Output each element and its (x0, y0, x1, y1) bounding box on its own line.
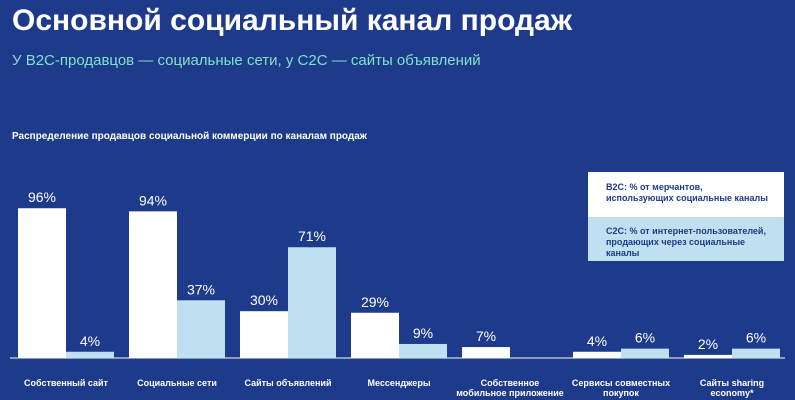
category-label-3: Мессенджеры (368, 378, 431, 388)
legend-item-b2c: B2C: % от мерчантов, использующих социал… (588, 172, 784, 217)
data-label-b2c-2: 30% (250, 292, 278, 308)
data-label-c2c-0: 4% (80, 333, 100, 349)
bar-c2c-0 (66, 351, 114, 358)
legend: B2C: % от мерчантов, использующих социал… (588, 172, 784, 261)
data-label-b2c-0: 96% (28, 189, 56, 205)
data-label-b2c-3: 29% (361, 294, 389, 310)
page-subtitle: У B2C-продавцов — социальные сети, у C2C… (12, 52, 481, 69)
chart-title: Распределение продавцов социальной комме… (12, 131, 367, 142)
bar-c2c-2 (288, 247, 336, 358)
bar-b2c-4 (462, 347, 510, 358)
data-label-b2c-1: 94% (139, 192, 167, 208)
data-label-c2c-5: 6% (635, 330, 655, 346)
page-title: Основной социальный канал продаж (12, 4, 572, 37)
data-label-c2c-6: 6% (746, 330, 766, 346)
bar-c2c-3 (399, 343, 447, 358)
legend-item-c2c: C2C: % от интернет-пользователей, продаю… (588, 217, 784, 261)
bar-c2c-5 (621, 348, 669, 358)
data-label-c2c-2: 71% (298, 228, 326, 244)
bar-b2c-3 (351, 312, 399, 358)
bar-b2c-2 (240, 311, 288, 358)
data-label-b2c-6: 2% (698, 336, 718, 352)
data-label-b2c-5: 4% (587, 333, 607, 349)
category-label-6: Сайты sharing economy* (700, 378, 764, 398)
bar-c2c-1 (177, 300, 225, 358)
data-label-b2c-4: 7% (476, 328, 496, 344)
category-label-5: Сервисы совместных покупок (572, 378, 670, 398)
category-label-0: Собственный сайт (24, 378, 109, 388)
bar-b2c-6 (684, 354, 732, 358)
category-label-4: Собственное мобильное приложение (456, 378, 564, 398)
data-label-c2c-1: 37% (187, 281, 215, 297)
data-label-c2c-3: 9% (413, 325, 433, 341)
category-label-1: Социальные сети (137, 378, 217, 388)
bar-b2c-1 (129, 211, 177, 358)
bar-b2c-0 (18, 208, 66, 358)
bar-c2c-6 (732, 348, 780, 358)
bar-b2c-5 (573, 351, 621, 358)
category-label-2: Сайты объявлений (244, 378, 331, 388)
